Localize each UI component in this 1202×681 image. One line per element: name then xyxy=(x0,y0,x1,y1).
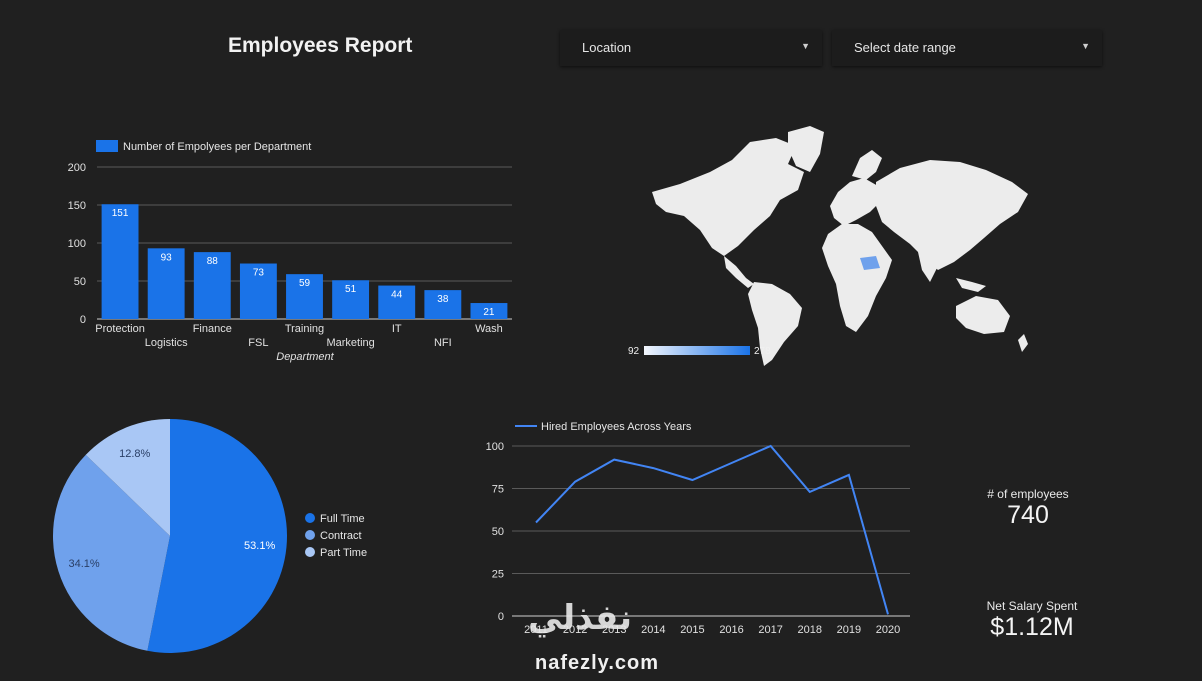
page-title: Employees Report xyxy=(228,34,413,57)
map-landmass xyxy=(652,126,1028,366)
pie-legend-swatch xyxy=(305,513,315,523)
bar-y-tick-label: 0 xyxy=(80,314,86,326)
line-y-tick-label: 50 xyxy=(492,526,504,538)
bar[interactable] xyxy=(470,303,508,319)
bar-x-axis-title: Department xyxy=(276,351,334,363)
chevron-down-icon: ▼ xyxy=(1081,41,1090,51)
bar-category-label: Logistics xyxy=(145,337,188,349)
location-dropdown[interactable]: Location ▼ xyxy=(560,30,822,66)
line-y-tick-label: 75 xyxy=(492,484,504,496)
map-scale-max: 278 xyxy=(754,346,771,357)
department-bar-chart: Number of Empolyees per Department 0 50 10… xyxy=(68,140,512,363)
bar-category-label: Marketing xyxy=(326,337,374,349)
bar[interactable] xyxy=(424,290,462,319)
line-x-tick-label: 2018 xyxy=(798,624,822,636)
bar-value-label: 93 xyxy=(161,252,173,263)
map-color-scale xyxy=(644,346,750,355)
bar-y-tick-label: 200 xyxy=(68,162,86,174)
date-range-dropdown-label: Select date range xyxy=(854,40,956,55)
line-x-tick-label: 2020 xyxy=(876,624,900,636)
line-x-tick-label: 2016 xyxy=(719,624,743,636)
pie-legend-label: Contract xyxy=(320,530,362,542)
map-highlight-region[interactable] xyxy=(860,256,880,270)
bar-category-label: IT xyxy=(392,323,402,335)
location-dropdown-label: Location xyxy=(582,40,632,55)
bar-category-label: Training xyxy=(285,323,324,335)
pie-slice[interactable] xyxy=(52,454,170,651)
pie-slice-label: 34.1% xyxy=(68,558,99,570)
bar-category-label: Protection xyxy=(95,323,145,335)
employment-type-pie-chart: 53.1% 34.1% 12.8% Full Time Contract Part Ti… xyxy=(52,419,367,653)
net-salary-value: $1.12M xyxy=(990,613,1074,641)
bar[interactable] xyxy=(378,285,416,319)
pie-slice-label: 12.8% xyxy=(119,448,150,460)
line-x-tick-label: 2012 xyxy=(563,624,587,636)
bar-y-tick-label: 150 xyxy=(68,200,86,212)
bar-legend-label: Number of Empolyees per Department xyxy=(123,141,311,153)
bar[interactable] xyxy=(286,274,323,319)
line-x-tick-label: 2017 xyxy=(758,624,782,636)
bar[interactable] xyxy=(101,204,139,319)
line-y-tick-label: 25 xyxy=(492,569,504,581)
bar-value-label: 151 xyxy=(112,208,129,219)
bar[interactable] xyxy=(147,248,185,319)
net-salary-label: Net Salary Spent xyxy=(986,599,1078,613)
pie-slice[interactable] xyxy=(147,419,288,653)
chevron-down-icon: ▼ xyxy=(801,41,810,51)
bar-category-label: NFI xyxy=(434,337,452,349)
pie-slice[interactable] xyxy=(85,419,170,536)
line-x-tick-label: 2013 xyxy=(602,624,626,636)
bar-value-label: 51 xyxy=(345,284,357,295)
bar[interactable] xyxy=(193,252,231,319)
bar[interactable] xyxy=(239,263,277,319)
bar-value-label: 44 xyxy=(391,290,403,301)
line-x-tick-label: 2015 xyxy=(680,624,704,636)
hired-employees-series-line[interactable] xyxy=(535,444,889,615)
date-range-dropdown[interactable]: Select date range ▼ xyxy=(832,30,1102,66)
employee-count-value: 740 xyxy=(1007,501,1049,529)
line-legend-label: Hired Employees Across Years xyxy=(541,421,692,433)
pie-legend-swatch xyxy=(305,530,315,540)
line-y-tick-label: 100 xyxy=(486,441,504,453)
bar-value-label: 38 xyxy=(437,294,449,305)
watermark-arabic-logo: نفذلي xyxy=(528,599,633,637)
bar-category-label: Finance xyxy=(193,323,232,335)
map-scale-min: 92 xyxy=(628,346,640,357)
watermark-latin-logo: nafezly.com xyxy=(535,652,659,674)
pie-legend-label: Full Time xyxy=(320,513,365,525)
world-map[interactable]: 92 278 xyxy=(620,120,1040,370)
pie-legend-label: Part Time xyxy=(320,547,367,559)
pie-slice-label: 53.1% xyxy=(244,540,275,552)
line-y-tick-label: 0 xyxy=(498,611,504,623)
employee-count-label: # of employees xyxy=(987,487,1069,501)
line-x-tick-label: 2011 xyxy=(524,624,548,636)
bar-y-tick-label: 50 xyxy=(74,276,86,288)
bar[interactable] xyxy=(332,280,370,319)
hired-employees-line-chart: Hired Employees Across Years 0 25 50 75 100 2… xyxy=(486,421,910,636)
bar-category-label: FSL xyxy=(248,337,268,349)
bar-value-label: 21 xyxy=(483,307,495,318)
bar-legend-swatch xyxy=(96,140,118,152)
bar-value-label: 73 xyxy=(253,268,265,279)
bar-value-label: 59 xyxy=(299,278,311,289)
pie-legend-swatch xyxy=(305,547,315,557)
line-x-tick-label: 2014 xyxy=(641,624,665,636)
bar-y-tick-label: 100 xyxy=(68,238,86,250)
bar-value-label: 88 xyxy=(207,256,219,267)
bar-category-label: Wash xyxy=(475,323,503,335)
line-x-tick-label: 2019 xyxy=(837,624,861,636)
